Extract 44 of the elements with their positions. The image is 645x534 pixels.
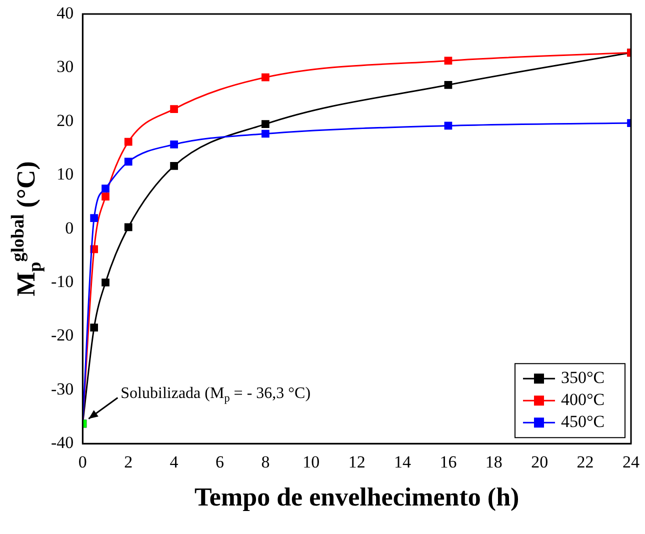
point [124,158,132,166]
x-tick-label: 18 [485,452,502,472]
point [102,278,110,286]
x-tick-label: 0 [78,452,87,472]
point [444,80,452,89]
x-tick-label: 22 [576,452,594,472]
x-tick-label: 6 [215,452,224,472]
y-axis-title: Mpglobal (°C) [8,161,44,296]
x-tick-label: 8 [261,452,270,472]
point [170,105,178,113]
legend-label: 350°C [561,368,605,388]
y-tick-label: -30 [50,379,74,398]
point [262,120,270,128]
x-tick-label: 24 [622,452,640,472]
x-tick-label: 12 [348,452,366,472]
x-tick-label: 20 [531,452,548,472]
point [170,140,178,148]
y-tick-label: -40 [50,433,74,452]
point [170,162,178,170]
legend-label: 450°C [561,412,605,432]
point [102,184,110,192]
y-tick-label: 20 [56,110,74,130]
x-axis-title: Tempo de envelhecimento (h) [194,482,520,512]
point [102,192,110,201]
x-tick-label: 14 [394,452,412,472]
x-tick-label: 2 [124,452,133,472]
point [90,324,98,332]
x-tick-label: 10 [302,452,320,472]
point [262,130,270,138]
y-tick-label: -20 [50,326,74,345]
point [444,56,452,65]
y-tick-label: 30 [56,57,74,76]
y-tick-label: 10 [56,164,74,184]
point [124,138,132,146]
point [124,223,132,232]
point [90,214,98,222]
x-tick-label: 16 [440,452,457,472]
y-tick-label: 0 [65,218,74,238]
y-tick-label: 40 [56,3,74,22]
legend-label: 400°C [561,390,605,410]
point [444,122,452,130]
x-tick-label: 4 [170,452,179,472]
point [262,73,270,82]
y-tick-label: -10 [50,272,74,291]
